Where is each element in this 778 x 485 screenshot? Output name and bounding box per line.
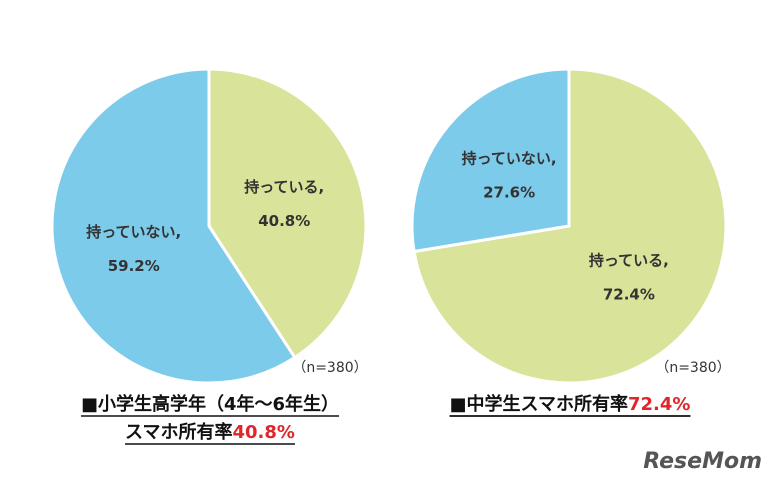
subtitle-text: スマホ所有率: [125, 421, 232, 443]
chart-title: ■小学生高学年（4年〜6年生）: [81, 393, 339, 415]
watermark: ReseMom: [643, 449, 762, 474]
chart-subtitle: スマホ所有率40.8%: [125, 421, 295, 443]
slice-value-label: 59.2%: [108, 257, 160, 275]
slice-label: 持っていない,: [462, 150, 557, 168]
chart-title: ■中学生スマホ所有率72.4%: [450, 393, 691, 415]
highlight-text: 40.8%: [233, 422, 295, 443]
slice-label: 持っている,: [244, 178, 324, 196]
annotation: （n=380）: [292, 360, 367, 376]
slice-label: 持っている,: [589, 251, 669, 269]
slice-value-label: 40.8%: [258, 212, 310, 230]
pie-slice: [50, 67, 297, 385]
highlight-text: 72.4%: [628, 394, 690, 415]
slice-label: 持っていない,: [86, 223, 181, 241]
slice-value-label: 72.4%: [603, 285, 655, 303]
title-text: ■中学生スマホ所有率: [450, 393, 628, 415]
annotation: （n=380）: [655, 360, 730, 376]
slice-value-label: 27.6%: [483, 184, 535, 202]
pie-slice: [410, 67, 571, 254]
title-text: ■小学生高学年（4年〜6年生）: [81, 393, 339, 415]
